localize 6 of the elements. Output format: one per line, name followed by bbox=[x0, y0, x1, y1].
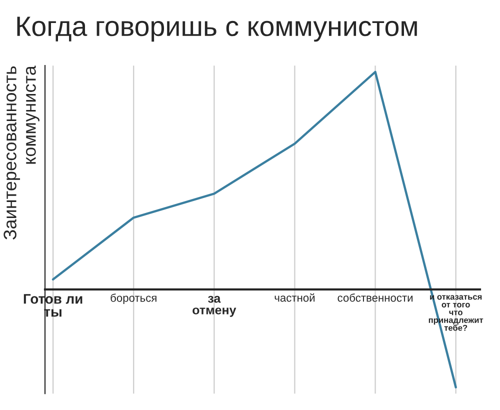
x-tick-label: бороться bbox=[110, 294, 156, 304]
x-tick-label: собственности bbox=[338, 293, 413, 302]
x-tick-label: за отмену bbox=[192, 296, 236, 317]
x-tick-label: частной bbox=[274, 293, 315, 302]
chart-title: Когда говоришь с коммунистом bbox=[17, 16, 417, 42]
y-axis-title: Заинтересованность коммуниста bbox=[4, 66, 40, 240]
